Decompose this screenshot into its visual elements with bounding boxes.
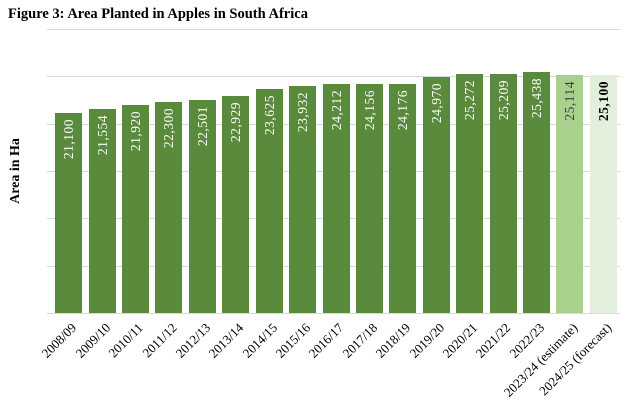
bar-2022/23: 25,438 [523, 72, 550, 313]
bar-value-label: 25,100 [595, 81, 611, 122]
bar-value-label: 21,554 [94, 114, 110, 156]
bar-value-label: 21,920 [127, 111, 143, 152]
bar-value-label: 24,970 [428, 82, 444, 123]
bar-2021/22: 25,209 [490, 74, 517, 313]
y-axis-tick [47, 171, 52, 172]
x-axis-label: 2016/17 [305, 320, 347, 361]
y-axis-tick [47, 266, 52, 267]
x-axis-label: 2017/18 [339, 320, 381, 361]
bar-2023/24 (estimate): 25,114 [556, 75, 583, 313]
x-axis-label: 2015/16 [272, 320, 314, 361]
bar-value-label: 24,176 [394, 90, 410, 131]
x-axis-label: 2012/13 [172, 320, 213, 361]
x-axis-label: 2021/22 [472, 320, 514, 361]
bar-2012/13: 22,501 [189, 99, 216, 313]
gridline-25000 [52, 76, 620, 77]
bar-value-label: 23,625 [261, 95, 277, 136]
bar-value-label: 24,156 [361, 90, 377, 131]
bar-2024/25 (forecast): 25,100 [590, 75, 617, 313]
bar-2019/20: 24,970 [423, 76, 450, 313]
y-axis-tick [47, 218, 52, 219]
x-axis-label: 2011/12 [139, 320, 180, 361]
bar-2017/18: 24,156 [356, 84, 383, 313]
x-axis-label: 2020/21 [439, 320, 481, 361]
x-axis-label: 2009/10 [71, 320, 113, 361]
y-axis-tick [47, 29, 52, 30]
bar-2008/09: 21,100 [55, 113, 82, 313]
x-axis-label: 2013/14 [205, 320, 247, 361]
bar-value-label: 22,501 [194, 105, 210, 147]
bar-2010/11: 21,920 [122, 105, 149, 313]
bar-value-label: 23,932 [294, 92, 310, 133]
y-axis-tick [47, 313, 52, 314]
gridline-30000 [52, 29, 620, 30]
x-axis-line [52, 313, 620, 314]
y-axis-tick [47, 76, 52, 77]
bar-2020/21: 25,272 [456, 73, 483, 313]
bar-value-label: 21,100 [60, 119, 76, 160]
bar-value-label: 25,438 [528, 78, 544, 119]
x-axis-label: 2019/20 [406, 320, 447, 361]
y-axis-tick [47, 124, 52, 125]
bar-value-label: 25,272 [461, 79, 477, 120]
bar-value-label: 22,300 [160, 107, 176, 149]
x-axis-label: 2008/09 [38, 320, 80, 361]
bar-2013/14: 22,929 [222, 95, 249, 313]
x-axis-label: 2010/11 [105, 320, 147, 361]
bar-value-label: 25,114 [561, 81, 577, 121]
x-axis-label: 2018/19 [372, 320, 414, 361]
bar-2018/19: 24,176 [389, 84, 416, 313]
bar-2014/15: 23,625 [256, 89, 283, 313]
bar-value-label: 22,929 [227, 101, 243, 143]
bar-2016/17: 24,212 [323, 83, 350, 313]
bar-2011/12: 22,300 [155, 101, 182, 313]
bar-2015/16: 23,932 [289, 86, 316, 313]
chart-title: Figure 3: Area Planted in Apples in Sout… [8, 6, 308, 22]
bar-value-label: 25,209 [495, 80, 511, 121]
x-axis-label: 2014/15 [239, 320, 280, 361]
bar-value-label: 24,212 [328, 89, 344, 130]
bar-2009/10: 21,554 [89, 108, 116, 313]
